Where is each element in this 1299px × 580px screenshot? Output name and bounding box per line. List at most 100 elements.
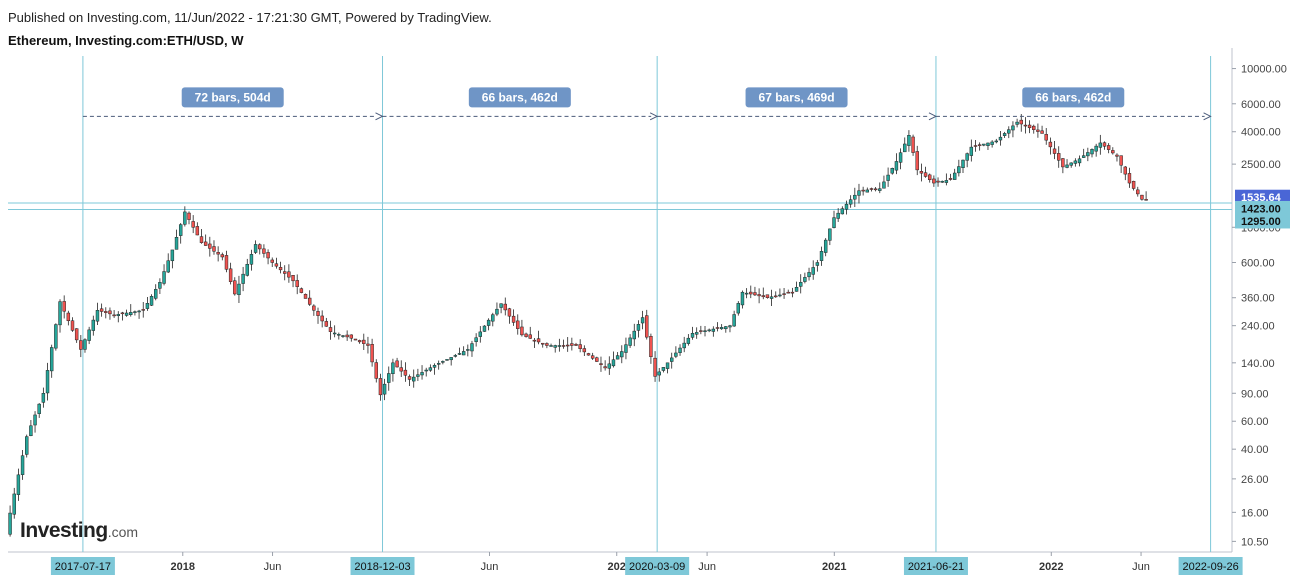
candle-body bbox=[715, 327, 720, 329]
candle-body bbox=[516, 320, 520, 329]
candle-body bbox=[1077, 158, 1082, 164]
candle-body bbox=[661, 367, 666, 371]
y-tick-label: 240.00 bbox=[1241, 321, 1275, 333]
x-tick-label: Jun bbox=[264, 561, 282, 573]
candle-body bbox=[457, 353, 462, 355]
range-label-box bbox=[181, 87, 284, 108]
candle-body bbox=[848, 199, 853, 205]
y-tick-label: 4000.00 bbox=[1241, 127, 1281, 139]
candle-body bbox=[724, 326, 728, 330]
candle-body bbox=[711, 328, 716, 332]
candle-body bbox=[387, 373, 391, 383]
candle-body bbox=[208, 243, 212, 249]
candle-body bbox=[532, 339, 537, 342]
candle-body bbox=[79, 340, 83, 350]
candle-body bbox=[1123, 166, 1128, 175]
candle-body bbox=[104, 311, 108, 313]
candle-body bbox=[420, 372, 424, 376]
candle-body bbox=[565, 344, 570, 347]
candle-body bbox=[436, 363, 441, 365]
candle-body bbox=[699, 330, 703, 332]
candle-body bbox=[607, 363, 612, 369]
candle-body bbox=[645, 315, 649, 338]
y-tick-label: 140.00 bbox=[1241, 358, 1275, 370]
level-price-badge bbox=[1235, 213, 1290, 229]
date-badge bbox=[1178, 557, 1243, 575]
candle-body bbox=[416, 374, 420, 377]
candle-body bbox=[657, 371, 661, 376]
candle-body bbox=[961, 159, 965, 168]
candle-body bbox=[570, 343, 574, 346]
candle-body bbox=[108, 310, 112, 315]
candle-body bbox=[391, 362, 395, 374]
candle-body bbox=[1007, 129, 1011, 134]
candle-body bbox=[986, 142, 990, 146]
candle-body bbox=[258, 244, 262, 250]
candle-body bbox=[782, 293, 786, 295]
candle-body bbox=[345, 334, 349, 338]
candle-body bbox=[832, 217, 836, 228]
candle-body bbox=[491, 314, 495, 322]
candle-body bbox=[499, 303, 503, 308]
candle-body bbox=[923, 172, 928, 177]
candle-body bbox=[957, 166, 961, 174]
candle-body bbox=[428, 367, 433, 371]
candle-body bbox=[237, 283, 241, 296]
candle-body bbox=[703, 330, 707, 332]
candle-body bbox=[928, 174, 932, 181]
candle-body bbox=[461, 351, 466, 356]
candle-body bbox=[1081, 155, 1086, 158]
x-tick-label: 2018 bbox=[171, 561, 195, 573]
candle-body bbox=[253, 244, 258, 253]
candle-body bbox=[133, 311, 137, 313]
level-price-text: 1295.00 bbox=[1241, 216, 1281, 228]
candle-body bbox=[70, 320, 75, 331]
candle-body bbox=[362, 339, 366, 344]
candle-body bbox=[886, 174, 890, 181]
candle-body bbox=[116, 314, 120, 316]
candle-body bbox=[1065, 164, 1069, 168]
candle-body bbox=[586, 353, 591, 356]
candle-body bbox=[37, 403, 41, 414]
candle-body bbox=[882, 181, 886, 189]
candle-body bbox=[1002, 133, 1007, 136]
candle-body bbox=[823, 239, 828, 253]
candle-body bbox=[170, 249, 175, 262]
candle-body bbox=[690, 332, 695, 338]
candle-body bbox=[262, 248, 266, 254]
candle-body bbox=[287, 271, 291, 278]
x-tick-label: 2022 bbox=[1039, 561, 1063, 573]
candle-body bbox=[678, 347, 682, 353]
y-tick-label: 40.00 bbox=[1241, 444, 1269, 456]
range-arrow-head bbox=[928, 112, 938, 121]
x-tick-label: Jun bbox=[481, 561, 499, 573]
candle-body bbox=[507, 308, 512, 317]
candle-body bbox=[407, 376, 412, 380]
candle-body bbox=[932, 178, 936, 184]
candle-body bbox=[761, 295, 765, 298]
candle-body bbox=[948, 178, 953, 180]
candle-body bbox=[233, 280, 237, 295]
candle-body bbox=[524, 333, 528, 337]
candle-body bbox=[203, 241, 208, 246]
candle-body bbox=[216, 252, 220, 255]
candle-body bbox=[632, 330, 636, 340]
candle-body bbox=[486, 319, 491, 326]
symbol-title: Ethereum, Investing.com:ETH/USD, W bbox=[8, 33, 244, 48]
candle-body bbox=[778, 294, 782, 297]
candle-body bbox=[424, 369, 428, 372]
range-label-text: 67 bars, 469d bbox=[759, 90, 835, 104]
candle-body bbox=[582, 348, 587, 353]
candle-body bbox=[432, 365, 437, 368]
candle-body bbox=[162, 271, 166, 284]
candle-body bbox=[1086, 152, 1090, 157]
candle-body bbox=[45, 370, 50, 394]
candle-body bbox=[316, 311, 320, 316]
candle-body bbox=[649, 336, 653, 358]
candle-body bbox=[74, 328, 79, 341]
candle-body bbox=[653, 357, 657, 377]
candle-body bbox=[112, 314, 116, 317]
candle-body bbox=[890, 167, 894, 174]
candle-body bbox=[682, 342, 686, 349]
